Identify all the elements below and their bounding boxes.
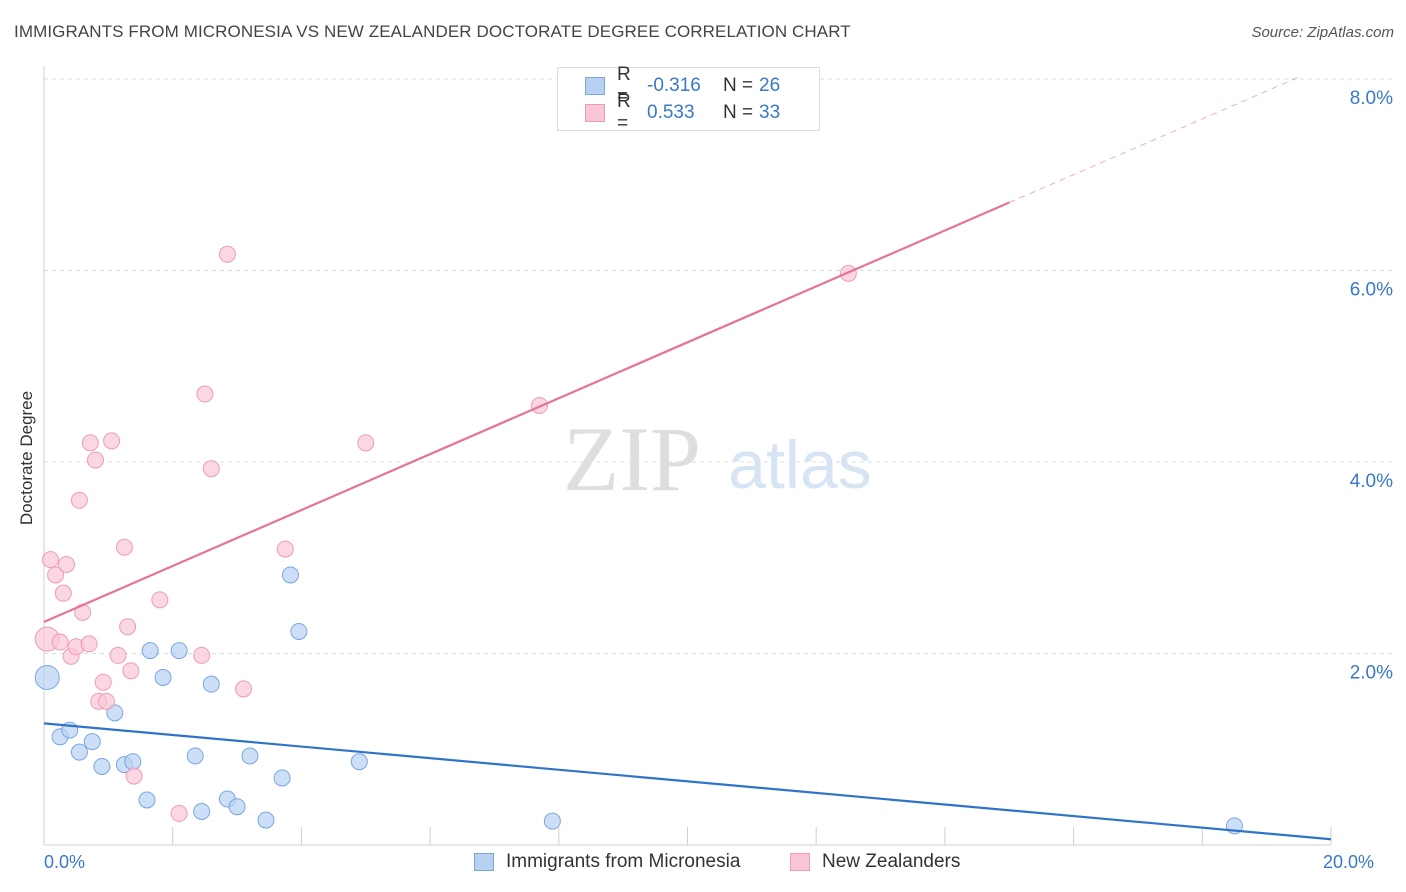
new-zealander-point — [97, 692, 115, 710]
new-zealander-point — [86, 451, 104, 469]
watermark: ZIP atlas — [563, 408, 872, 510]
micronesia-point — [170, 642, 188, 660]
trend-lines — [43, 76, 1332, 841]
source-label: Source: ZipAtlas.com — [1251, 24, 1394, 41]
micronesia-point — [124, 753, 142, 771]
new-zealander-point — [103, 432, 121, 450]
legend-label: Immigrants from Micronesia — [506, 851, 741, 872]
legend-swatch-blue — [474, 853, 494, 871]
n-value: 33 — [759, 102, 781, 123]
legend-item-new-zealanders[interactable]: New Zealanders — [790, 851, 960, 873]
micronesia-point — [350, 753, 368, 771]
x-tick-label-max: 20.0% — [1323, 852, 1375, 872]
new-zealander-point — [115, 538, 133, 556]
new-zealander-point — [170, 804, 188, 822]
micronesia-point — [34, 664, 60, 690]
new-zealander-point — [80, 635, 98, 653]
stats-row-micronesia: R = -0.316 N = 26 — [558, 64, 781, 107]
new-zealander-point — [196, 385, 214, 403]
micronesia-point — [83, 733, 101, 751]
micronesia-point — [193, 802, 211, 820]
micronesia-point — [93, 757, 111, 775]
legend-item-micronesia[interactable]: Immigrants from Micronesia — [474, 851, 740, 873]
new-zealander-trend-line — [43, 201, 1010, 623]
new-zealander-point — [58, 555, 76, 573]
new-zealander-point — [109, 646, 127, 664]
new-zealander-point — [41, 551, 59, 569]
new-zealander-point — [193, 646, 211, 664]
n-label: N = — [723, 75, 754, 96]
y-tick-label: 6.0% — [1350, 280, 1393, 301]
n-value: 26 — [759, 75, 781, 96]
new-zealander-point — [119, 618, 137, 636]
micronesia-point — [138, 791, 156, 809]
micronesia-point — [186, 747, 204, 765]
y-tick-labels: 2.0% 4.0% 6.0% 8.0% — [1350, 88, 1393, 684]
micronesia-point — [281, 566, 299, 584]
micronesia-point — [141, 642, 159, 660]
y-tick-label: 2.0% — [1350, 663, 1393, 684]
new-zealander-point — [47, 566, 65, 584]
new-zealander-point — [202, 460, 220, 478]
legend-label: New Zealanders — [822, 851, 961, 872]
axes — [43, 66, 1332, 846]
new-zealander-point — [218, 245, 236, 263]
micronesia-point — [154, 668, 172, 686]
n-label: N = — [723, 102, 754, 123]
stats-swatch-pink — [585, 104, 605, 122]
watermark-atlas: atlas — [728, 427, 872, 503]
chart-title: IMMIGRANTS FROM MICRONESIA VS NEW ZEALAN… — [14, 22, 851, 41]
r-label: R = — [617, 91, 631, 134]
new-zealander-point — [51, 633, 69, 651]
new-zealander-point — [151, 591, 169, 609]
watermark-zip: ZIP — [563, 408, 701, 510]
new-zealander-point — [54, 584, 72, 602]
new-zealander-point — [122, 662, 140, 680]
micronesia-trend-line — [43, 722, 1332, 841]
micronesia-point — [543, 812, 561, 830]
r-label: R = — [617, 64, 631, 107]
r-value: -0.316 — [647, 75, 701, 96]
micronesia-point — [228, 798, 246, 816]
new-zealander-point — [70, 491, 88, 509]
stats-swatch-blue — [585, 77, 605, 95]
stats-row-new-zealanders: R = 0.533 N = 33 — [558, 91, 781, 134]
new-zealander-point — [234, 680, 252, 698]
micronesia-point — [106, 704, 124, 722]
new-zealander-point — [125, 767, 143, 785]
micronesia-point — [257, 811, 275, 829]
micronesia-point — [202, 675, 220, 693]
data-points — [34, 245, 1243, 835]
new-zealander-point — [81, 434, 99, 452]
new-zealander-trend-extension — [1009, 76, 1300, 203]
micronesia-point — [273, 769, 291, 787]
stats-box: R = -0.316 N = 26 R = 0.533 N = 33 — [557, 64, 820, 134]
new-zealander-point — [94, 673, 112, 691]
micronesia-point — [70, 743, 88, 761]
legend-swatch-pink — [790, 853, 810, 871]
x-tick-label-min: 0.0% — [44, 852, 86, 872]
new-zealander-point — [357, 434, 375, 452]
micronesia-point — [290, 622, 308, 640]
grid-lines — [44, 78, 1392, 654]
new-zealander-point — [276, 540, 294, 558]
y-tick-label: 4.0% — [1350, 471, 1393, 492]
r-value: 0.533 — [647, 102, 695, 123]
y-tick-label: 8.0% — [1350, 88, 1393, 109]
micronesia-point — [241, 747, 259, 765]
